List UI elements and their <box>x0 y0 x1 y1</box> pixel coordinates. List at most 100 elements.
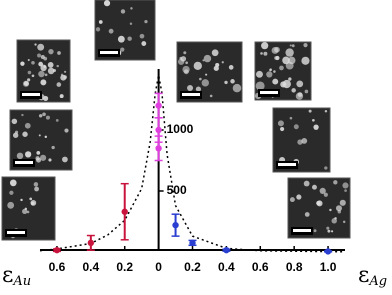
x-tick-label: 0.2 <box>184 260 201 274</box>
particle <box>7 201 15 209</box>
particle <box>185 61 189 65</box>
particle <box>63 75 68 79</box>
particle <box>287 56 296 65</box>
particle <box>308 109 312 113</box>
particle <box>27 78 31 82</box>
particle <box>34 186 39 192</box>
x-label-left: εAu <box>2 263 31 289</box>
particle <box>52 68 56 73</box>
particle <box>16 152 24 160</box>
particle <box>187 84 194 91</box>
x-tick-label: 1.0 <box>320 260 337 274</box>
particle <box>98 20 103 24</box>
particle <box>327 229 331 233</box>
particle <box>12 132 19 138</box>
particle <box>335 205 342 212</box>
particle <box>120 47 125 52</box>
particle <box>255 81 265 91</box>
scale-bar <box>15 161 33 164</box>
particle <box>304 89 309 94</box>
particle <box>26 210 30 214</box>
particle <box>95 27 101 32</box>
data-point <box>155 145 162 152</box>
scale-bar <box>278 163 296 166</box>
particle <box>202 59 205 62</box>
x-label-right: εAg <box>358 263 387 289</box>
particle <box>272 78 279 85</box>
particle <box>29 197 33 201</box>
x-tick-label: 0.4 <box>82 260 99 274</box>
particle <box>288 77 292 81</box>
particle <box>211 49 219 57</box>
scale-bar <box>182 93 200 96</box>
particle <box>51 145 55 150</box>
particle <box>64 70 67 73</box>
particle <box>230 79 235 84</box>
particle <box>280 126 285 132</box>
particle <box>103 0 111 7</box>
particle <box>37 43 45 51</box>
particle <box>195 86 202 92</box>
particle <box>144 19 148 24</box>
particle <box>42 112 46 117</box>
particle <box>40 79 47 86</box>
particle <box>271 47 279 54</box>
particle <box>9 179 17 187</box>
particle <box>20 198 23 202</box>
particle <box>269 68 272 72</box>
particle <box>224 80 228 85</box>
particle <box>37 53 42 58</box>
particle <box>282 79 291 89</box>
particle <box>22 208 28 215</box>
particle <box>56 64 59 68</box>
particle <box>39 154 47 161</box>
particle <box>40 64 47 72</box>
x-tick-label: 0.6 <box>252 260 269 274</box>
particle <box>331 230 334 233</box>
particle <box>130 7 133 10</box>
particle <box>324 166 328 170</box>
particle <box>203 54 212 63</box>
particle <box>139 33 145 39</box>
particle <box>313 124 319 130</box>
x-tick-label: 0.6 <box>49 260 66 274</box>
particle <box>213 65 219 71</box>
particle <box>279 65 284 71</box>
particle <box>36 151 41 155</box>
particle <box>43 56 48 61</box>
particle <box>323 192 328 197</box>
particle <box>313 229 317 233</box>
particle <box>48 48 54 55</box>
particle <box>326 226 330 230</box>
particle <box>263 51 268 56</box>
particle <box>33 182 39 187</box>
x-tick-label: 0 <box>155 260 162 274</box>
scale-bar <box>7 231 25 234</box>
particle <box>23 81 29 87</box>
particle <box>282 56 290 65</box>
scale-bar <box>260 91 278 94</box>
particle <box>129 22 133 25</box>
particle <box>193 61 202 71</box>
scale-bar <box>100 51 118 54</box>
particle <box>312 184 317 190</box>
x-tick-label: 0.8 <box>286 260 303 274</box>
particle <box>342 220 346 224</box>
particle <box>180 56 187 62</box>
data-point <box>324 248 332 255</box>
data-point <box>87 239 95 247</box>
x-tick-label: 0.2 <box>116 260 133 274</box>
particle <box>141 41 147 46</box>
particle <box>316 200 321 206</box>
particle <box>312 118 315 122</box>
data-point <box>53 246 61 254</box>
particle <box>108 28 114 34</box>
data-point <box>172 221 179 229</box>
particle <box>9 190 14 195</box>
particle <box>303 42 308 48</box>
particle <box>59 94 64 99</box>
particle <box>30 200 37 206</box>
particle <box>27 70 32 75</box>
particle <box>319 187 326 194</box>
data-point <box>155 102 162 109</box>
